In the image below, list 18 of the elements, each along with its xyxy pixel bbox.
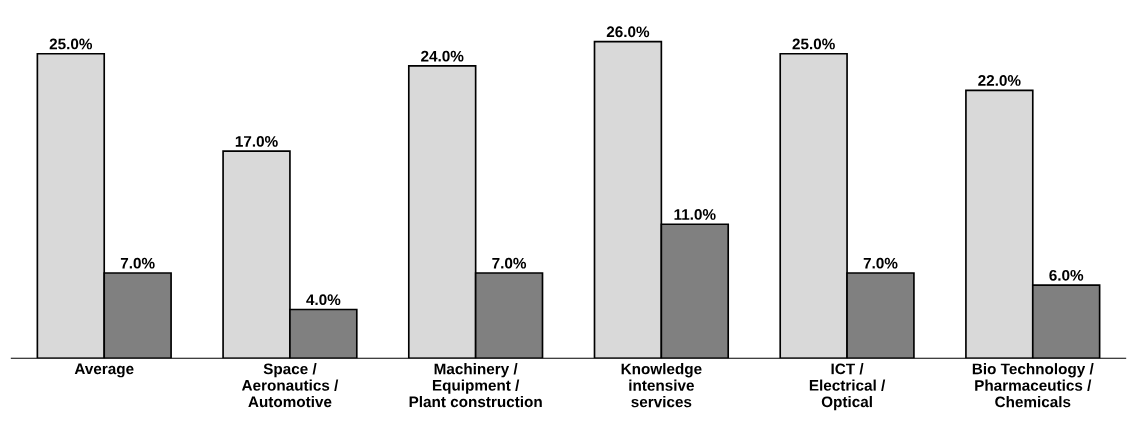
data-label: 24.0% (421, 50, 464, 62)
x-tick-label: Machinery / Equipment / Plant construction (409, 363, 542, 408)
x-tick-label: Knowledge intensive services (621, 363, 702, 408)
data-label: 7.0% (120, 257, 155, 269)
data-label: 11.0% (674, 209, 716, 220)
data-label: 7.0% (863, 257, 898, 269)
data-label: 22.0% (978, 75, 1021, 86)
x-tick-label: ICT / Electrical / Optical (809, 363, 886, 411)
data-label: 6.0% (1049, 269, 1084, 281)
data-label: 25.0% (49, 38, 93, 50)
data-label: 7.0% (492, 257, 527, 269)
x-tick-label: Average (74, 363, 134, 378)
data-label: 17.0% (235, 135, 278, 147)
data-label: 4.0% (306, 294, 341, 306)
x-tick-label: Space / Aeronautics / Automotive (241, 363, 339, 408)
x-tick-label: Bio Technology / Pharmaceutics / Chemicals (972, 363, 1094, 408)
data-label: 25.0% (792, 38, 835, 50)
data-label: 26.0% (606, 26, 650, 38)
